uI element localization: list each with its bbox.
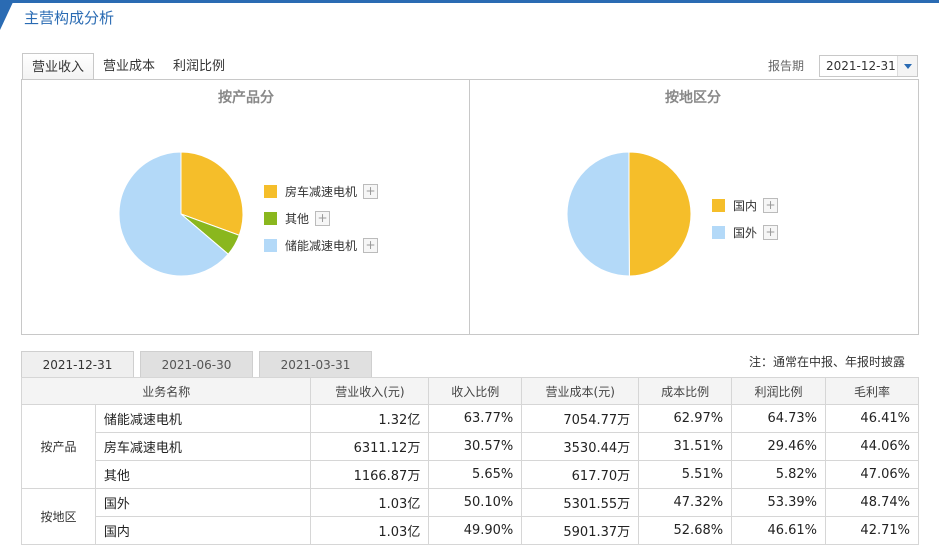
legend-label: 国外 bbox=[733, 225, 758, 240]
report-period-label: 报告期 bbox=[768, 59, 805, 73]
cell: 30.57% bbox=[428, 432, 523, 461]
cell: 48.74% bbox=[825, 488, 919, 517]
legend-swatch bbox=[712, 198, 725, 212]
cell: 6311.12万 bbox=[310, 432, 430, 461]
date-tab-1[interactable]: 2021-12-31 bbox=[21, 351, 134, 378]
tab-profit-ratio[interactable]: 利润比例 bbox=[173, 59, 226, 74]
composition-table: 业务名称 营业收入(元) 收入比例 营业成本(元) 成本比例 利润比例 毛利率 … bbox=[20, 377, 919, 545]
group-label: 按产品 bbox=[21, 404, 96, 489]
date-tab-3[interactable]: 2021-03-31 bbox=[259, 351, 372, 378]
legend-label: 其他 bbox=[285, 211, 310, 226]
cell: 5.82% bbox=[731, 460, 827, 489]
cell: 1.03亿 bbox=[310, 516, 430, 545]
pie-slice-1[interactable] bbox=[566, 151, 630, 277]
legend-swatch bbox=[264, 184, 277, 198]
col-header: 营业成本(元) bbox=[521, 377, 640, 405]
cell: 国内 bbox=[94, 516, 312, 545]
cell: 3530.44万 bbox=[521, 432, 640, 461]
disclosure-note: 注：通常在中报、年报时披露 bbox=[749, 355, 906, 369]
cell: 42.71% bbox=[825, 516, 919, 545]
cell: 31.51% bbox=[638, 432, 733, 461]
expand-plus-icon[interactable]: + bbox=[763, 224, 779, 240]
product-pie-chart bbox=[118, 151, 244, 277]
table-row: 按地区 国外 1.03亿 50.10% 5301.55万 47.32% 53.3… bbox=[21, 488, 919, 545]
cell: 50.10% bbox=[428, 488, 523, 517]
cell: 47.06% bbox=[825, 460, 919, 489]
legend-item-storage[interactable]: 储能减速电机 + bbox=[264, 237, 379, 253]
pie-slice-0[interactable] bbox=[628, 151, 692, 277]
table-row: 其他 1166.87万 5.65% 617.70万 5.51% 5.82% 47… bbox=[22, 460, 919, 489]
chevron-down-icon[interactable] bbox=[897, 56, 917, 76]
legend-label: 房车减速电机 bbox=[285, 184, 358, 199]
cell: 64.73% bbox=[731, 404, 827, 433]
cell: 储能减速电机 bbox=[94, 404, 312, 433]
legend-swatch bbox=[712, 225, 725, 239]
cell: 617.70万 bbox=[521, 460, 640, 489]
page-title: 主营构成分析 bbox=[24, 9, 115, 27]
legend-swatch bbox=[264, 238, 277, 252]
col-header: 业务名称 bbox=[20, 377, 312, 405]
cell: 5.65% bbox=[428, 460, 523, 489]
cell: 52.68% bbox=[638, 516, 733, 545]
cell: 其他 bbox=[94, 460, 312, 489]
col-header: 营业收入(元) bbox=[310, 377, 430, 405]
legend-item-other[interactable]: 其他 + bbox=[264, 210, 331, 226]
legend-label: 储能减速电机 bbox=[285, 238, 358, 253]
expand-plus-icon[interactable]: + bbox=[763, 197, 779, 213]
cell: 53.39% bbox=[731, 488, 827, 517]
chart-title-product: 按产品分 bbox=[218, 90, 274, 106]
cell: 5901.37万 bbox=[521, 516, 640, 545]
cell: 63.77% bbox=[428, 404, 523, 433]
cell: 1166.87万 bbox=[310, 460, 430, 489]
table-header-row: 业务名称 营业收入(元) 收入比例 营业成本(元) 成本比例 利润比例 毛利率 bbox=[20, 377, 919, 405]
expand-plus-icon[interactable]: + bbox=[363, 237, 379, 253]
cell: 1.32亿 bbox=[310, 404, 430, 433]
chart-title-region: 按地区分 bbox=[665, 90, 721, 106]
cell: 7054.77万 bbox=[521, 404, 640, 433]
cell: 47.32% bbox=[638, 488, 733, 517]
date-tab-2[interactable]: 2021-06-30 bbox=[140, 351, 253, 378]
table-row: 国内 1.03亿 49.90% 5901.37万 52.68% 46.61% 4… bbox=[22, 516, 919, 545]
report-period-value: 2021-12-31 bbox=[826, 59, 896, 73]
legend-item-domestic[interactable]: 国内 + bbox=[712, 197, 779, 213]
cell: 62.97% bbox=[638, 404, 733, 433]
cell: 国外 bbox=[94, 488, 312, 517]
legend-item-rv[interactable]: 房车减速电机 + bbox=[264, 183, 379, 199]
col-header: 毛利率 bbox=[825, 377, 919, 405]
table-row: 按产品 储能减速电机 1.32亿 63.77% 7054.77万 62.97% … bbox=[21, 404, 919, 489]
cell: 49.90% bbox=[428, 516, 523, 545]
cell: 46.41% bbox=[825, 404, 919, 433]
legend-label: 国内 bbox=[733, 198, 758, 213]
pie-slice-2[interactable] bbox=[118, 151, 229, 277]
legend-swatch bbox=[264, 211, 277, 225]
group-label: 按地区 bbox=[21, 488, 96, 545]
chart-divider bbox=[469, 80, 470, 334]
col-header: 利润比例 bbox=[731, 377, 827, 405]
col-header: 收入比例 bbox=[428, 377, 523, 405]
col-header: 成本比例 bbox=[638, 377, 733, 405]
region-pie-chart bbox=[566, 151, 692, 277]
cell: 5301.55万 bbox=[521, 488, 640, 517]
section-header: 主营构成分析 bbox=[0, 0, 939, 34]
charts-panel: 按产品分 房车减速电机 + 其他 + 储能减速电机 + 按地区分 国内 + 国外… bbox=[21, 79, 919, 335]
cell: 5.51% bbox=[638, 460, 733, 489]
tab-revenue[interactable]: 营业收入 bbox=[22, 53, 95, 80]
report-period-select[interactable]: 2021-12-31 bbox=[819, 55, 918, 77]
cell: 房车减速电机 bbox=[94, 432, 312, 461]
metric-tabs: 营业收入 营业成本 利润比例 bbox=[22, 53, 234, 80]
cell: 46.61% bbox=[731, 516, 827, 545]
expand-plus-icon[interactable]: + bbox=[363, 183, 379, 199]
tab-cost[interactable]: 营业成本 bbox=[103, 59, 156, 74]
legend-item-overseas[interactable]: 国外 + bbox=[712, 224, 779, 240]
expand-plus-icon[interactable]: + bbox=[315, 210, 331, 226]
table-row: 房车减速电机 6311.12万 30.57% 3530.44万 31.51% 2… bbox=[22, 432, 919, 461]
date-tabs: 2021-12-31 2021-06-30 2021-03-31 bbox=[21, 351, 378, 378]
pie-slice-0[interactable] bbox=[180, 151, 244, 236]
header-accent bbox=[0, 0, 14, 30]
cell: 29.46% bbox=[731, 432, 827, 461]
cell: 44.06% bbox=[825, 432, 919, 461]
cell: 1.03亿 bbox=[310, 488, 430, 517]
